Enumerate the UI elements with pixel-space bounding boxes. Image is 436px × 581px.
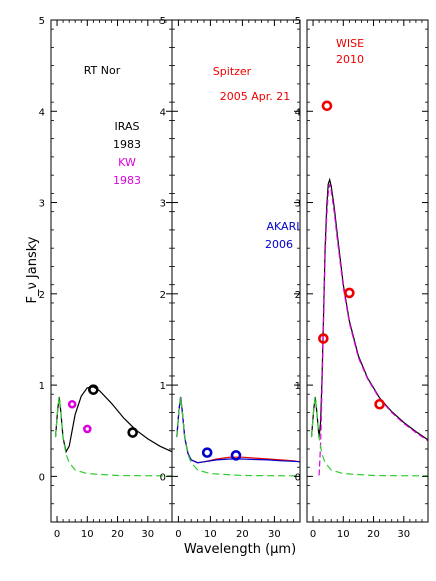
annotation-p2-1: 2005 Apr. 21 — [220, 90, 291, 103]
annotation-p1-0: RT Nor — [84, 64, 121, 77]
y-tick-label: 1 — [295, 381, 301, 392]
series-line-model-magenta — [318, 184, 428, 476]
series-line-stellar — [54, 396, 172, 477]
data-point-p1-1-1 — [83, 424, 92, 434]
y-tick-label: 3 — [295, 199, 301, 210]
x-tick-label: 10 — [81, 529, 94, 540]
data-point-p3-0-2 — [344, 287, 355, 299]
x-tick-label: 0 — [54, 529, 60, 540]
y-tick-label: 5 — [160, 16, 166, 27]
data-point-p3-0-3 — [374, 398, 385, 410]
y-tick-label: 2 — [39, 290, 45, 301]
y-tick-label: 4 — [160, 107, 166, 118]
x-tick-label: 10 — [337, 529, 350, 540]
data-point-p2-0-1 — [230, 450, 242, 461]
y-tick-label: 4 — [39, 107, 45, 118]
series-line-stellar — [176, 396, 300, 477]
annotation-p1-2: 1983 — [113, 138, 141, 151]
y-tick-label: 3 — [160, 199, 166, 210]
y-tick-label: 2 — [160, 290, 166, 301]
annotation-p1-4: 1983 — [113, 174, 141, 187]
x-tick-label: 10 — [204, 529, 217, 540]
y-axis-label: F_ν Jansky — [25, 236, 40, 303]
annotation-p1-1: IRAS — [115, 120, 140, 133]
annotation-p2-0: Spitzer — [213, 65, 252, 78]
data-point-p1-0-1 — [127, 427, 138, 438]
y-tick-label: 1 — [160, 381, 166, 392]
series-line-stellar — [310, 396, 428, 477]
y-tick-label: 5 — [39, 16, 45, 27]
x-tick-label: 30 — [268, 529, 281, 540]
annotation-p1-3: KW — [118, 156, 136, 169]
y-tick-label: 0 — [295, 472, 301, 483]
x-tick-label: 20 — [236, 529, 249, 540]
data-point-p3-0-1 — [321, 100, 333, 112]
x-tick-label: 20 — [367, 529, 380, 540]
panel-wise: 0 1 2 3 4 5 0 10 20 30 WISE 2010 — [295, 16, 429, 540]
x-tick-label: 0 — [310, 529, 316, 540]
data-point-p3-0-0 — [318, 333, 329, 344]
x-tick-label: 0 — [175, 529, 181, 540]
data-point-p1-0-0 — [88, 384, 99, 395]
x-tick-label: 30 — [397, 529, 410, 540]
data-point-p1-1-0 — [67, 399, 77, 409]
annotation-p3-1: 2010 — [336, 53, 364, 66]
annotation-p3-0: WISE — [336, 37, 364, 50]
x-tick-label: 20 — [111, 529, 124, 540]
y-tick-label: 2 — [295, 290, 301, 301]
y-tick-label: 0 — [39, 472, 45, 483]
x-tick-label: 30 — [141, 529, 154, 540]
annotation-p2-3: 2006 — [265, 238, 293, 251]
y-tick-label: 5 — [295, 16, 301, 27]
data-point-p2-0-0 — [201, 447, 213, 458]
y-tick-label: 3 — [39, 199, 45, 210]
y-tick-label: 0 — [160, 472, 166, 483]
y-tick-label: 4 — [295, 107, 301, 118]
y-tick-label: 1 — [39, 381, 45, 392]
series-line-model — [310, 177, 428, 441]
series-line-model — [54, 386, 172, 454]
series-lines — [310, 177, 428, 477]
series-lines — [176, 396, 300, 477]
annotation-p2-2: AKARI — [267, 220, 300, 233]
x-axis-label: Wavelength (μm) — [184, 542, 296, 557]
